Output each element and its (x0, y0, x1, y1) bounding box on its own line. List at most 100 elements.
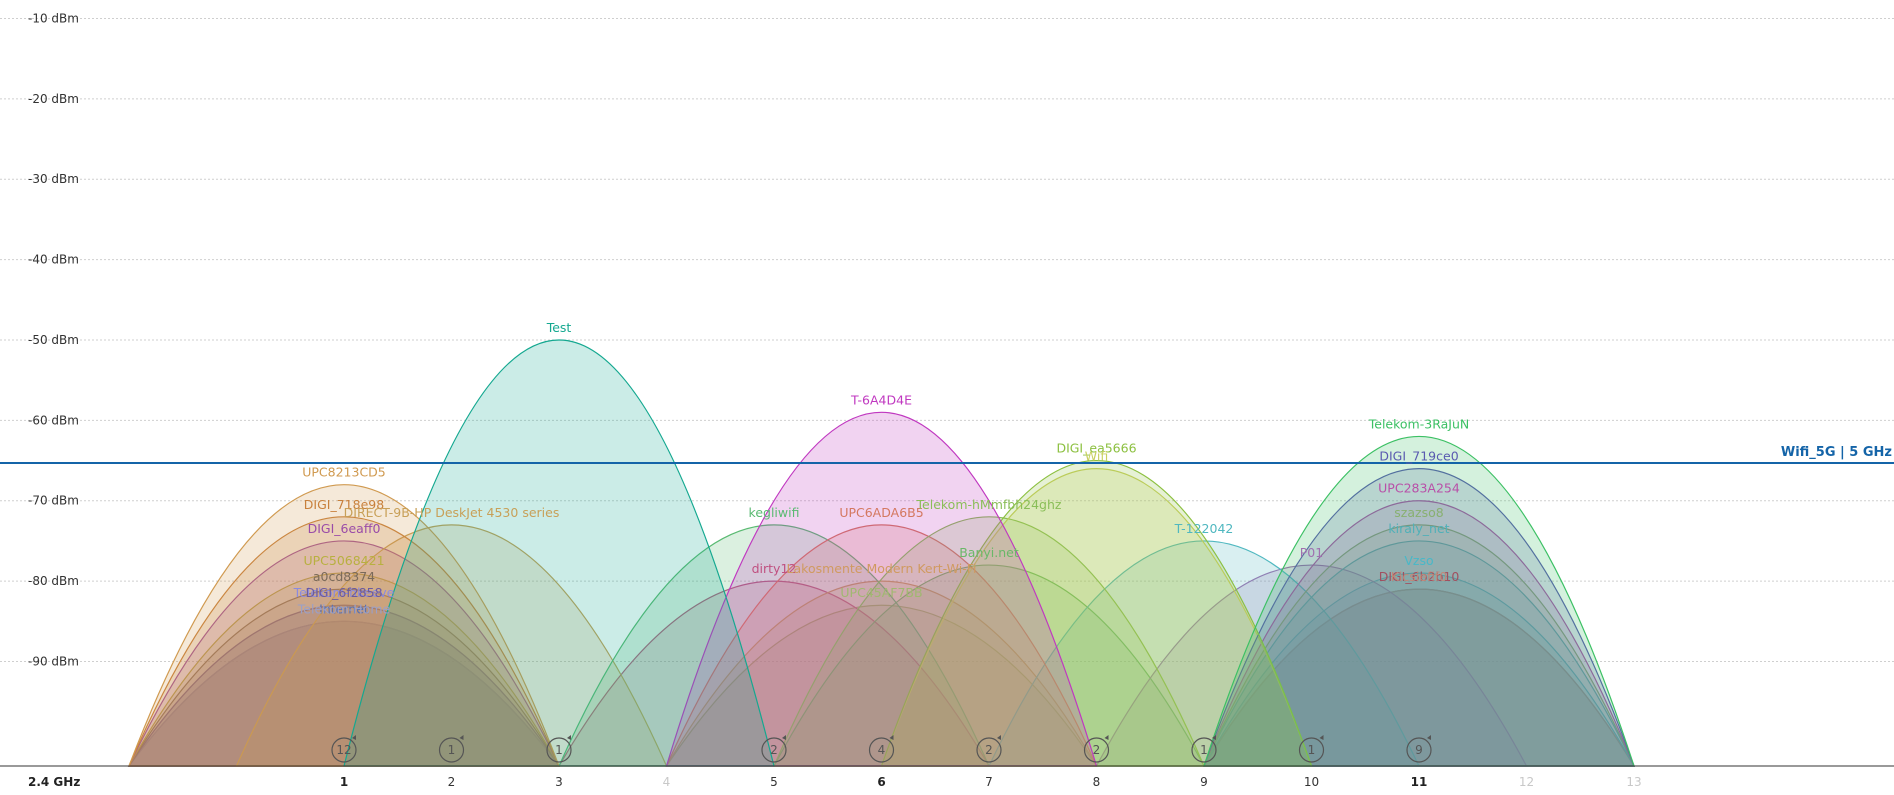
network-curve (128, 540, 560, 767)
network-curve (1203, 467, 1635, 767)
channel-count: 9 (1415, 743, 1423, 757)
network-label: Wifi (1085, 449, 1108, 464)
network-label: DIRECT-9B-HP DeskJet 4530 series (344, 505, 560, 520)
network-label: Telekom-3RaJuN (1368, 416, 1469, 431)
network-curve (128, 516, 560, 767)
x-tick-label: 13 (1626, 775, 1641, 789)
channel-count: 2 (1093, 743, 1101, 757)
network-label: Telekom-hkeeve (293, 585, 395, 600)
reference-line-label: Wifi_5G | 5 GHz (1781, 445, 1892, 460)
channel-count-arrow (567, 735, 571, 740)
network-label: DIGI_719ce0 (1379, 449, 1458, 464)
network-label: dirty12 (752, 561, 797, 576)
network-label: Telekom-hMmfbh24ghz (916, 497, 1062, 512)
network-label: T-6A4D4E (850, 392, 912, 407)
channel-count: 12 (336, 743, 351, 757)
x-tick-label: 4 (663, 775, 671, 789)
network-curve (773, 516, 1205, 767)
network-label: UPC8213CD5 (302, 465, 386, 480)
network-label: DIGI_6f2858 (305, 585, 382, 600)
network-label: Test (546, 320, 572, 335)
network-label: Telekom-Home (297, 601, 391, 616)
network-curve (665, 411, 1098, 767)
x-tick-label: 11 (1411, 775, 1428, 789)
network-label: UPC283A254 (1378, 481, 1460, 496)
channel-count-arrow (997, 735, 1001, 740)
channel-count-arrow (352, 735, 356, 740)
network-curves (127, 339, 1636, 767)
network-curve (772, 564, 1206, 767)
x-axis: 2.4 GHz 1 2 3 4 5 6 7 8 9 10 11 12 13 (0, 765, 1894, 789)
channel-count: 1 (1308, 743, 1316, 757)
channel-count-badges: 12 1 1 2 4 2 2 1 1 9 (331, 735, 1432, 763)
network-label: UPC45AF7BB (840, 585, 922, 600)
channel-count-ring (868, 737, 895, 763)
channel-count: 2 (770, 743, 778, 757)
channel-count-arrow (1319, 735, 1324, 740)
network-curve (128, 484, 560, 767)
network-labels: UPC8213CD5 DIGI_718e98 DIGI_6eaff0 UPC50684… (293, 320, 1470, 616)
y-tick-label: -10 dBm (28, 11, 79, 25)
network-curve (1203, 500, 1635, 767)
band-label: 2.4 GHz (28, 775, 80, 789)
network-label: DIGI_718e98 (304, 497, 384, 512)
x-tick-label: 3 (555, 775, 563, 789)
network-label: Kicsiefif0 (1391, 569, 1447, 584)
reference-line-group: Wifi_5G | 5 GHz (0, 445, 1894, 464)
channel-count-arrow (1427, 735, 1431, 740)
network-curve (127, 572, 561, 767)
network-curve (1203, 524, 1635, 767)
network-label: UPC5068421 (303, 553, 384, 568)
channel-count-arrow (782, 735, 786, 740)
network-curve (880, 459, 1313, 767)
network-curve (558, 524, 990, 767)
network-label: szazso8 (1394, 505, 1443, 520)
network-label: Vzso (1404, 553, 1433, 568)
network-curve (1202, 572, 1636, 767)
channel-count-ring (438, 737, 465, 763)
network-label: kiraly_net (1388, 521, 1449, 536)
channel-count-ring (976, 737, 1002, 763)
y-tick-label: -50 dBm (28, 333, 79, 347)
channel-count-ring (1298, 737, 1325, 763)
y-axis: -10 dBm -20 dBm -30 dBm -40 dBm -50 dBm -60 d… (28, 11, 79, 668)
network-curve (343, 339, 775, 767)
channel-count-ring (331, 737, 357, 763)
network-label: Lakosmente Modern Kert-Wi-Fi (787, 561, 977, 576)
network-label: DIGI_ea5666 (1056, 441, 1136, 456)
channel-count: 4 (878, 743, 886, 757)
channel-count-ring (761, 737, 787, 763)
channel-count-arrow (889, 735, 894, 740)
network-label: Banyi.net (959, 545, 1019, 560)
x-tick-label: 7 (985, 775, 993, 789)
channel-count: 2 (985, 743, 993, 757)
network-curve (127, 620, 561, 767)
x-tick-label: 5 (770, 775, 778, 789)
channel-count-ring (1083, 737, 1110, 763)
network-curve (127, 604, 561, 767)
x-tick-label: 10 (1304, 775, 1319, 789)
y-tick-label: -80 dBm (28, 574, 79, 588)
network-label: UPC6ADA6B5 (839, 505, 923, 520)
network-curve (880, 467, 1313, 767)
channel-count: 1 (1200, 743, 1208, 757)
network-curve (665, 580, 1098, 767)
y-tick-label: -30 dBm (28, 172, 79, 186)
y-tick-label: -40 dBm (28, 253, 79, 267)
y-tick-label: -70 dBm (28, 494, 79, 508)
network-curve (557, 580, 991, 767)
x-tick-label: 8 (1093, 775, 1101, 789)
y-tick-label: -90 dBm (28, 655, 79, 669)
channel-count-ring (1191, 737, 1217, 763)
x-tick-label: 2 (448, 775, 456, 789)
network-curve (127, 588, 561, 767)
network-label: DIGI_6b2b10 (1379, 569, 1460, 584)
x-tick-label: 12 (1519, 775, 1534, 789)
channel-count: 1 (448, 743, 456, 757)
channel-count-ring (1406, 737, 1432, 763)
network-curve (1203, 540, 1635, 767)
network-label: kegliwifi (749, 505, 800, 520)
network-curve (665, 524, 1098, 767)
network-curve (1202, 588, 1636, 767)
